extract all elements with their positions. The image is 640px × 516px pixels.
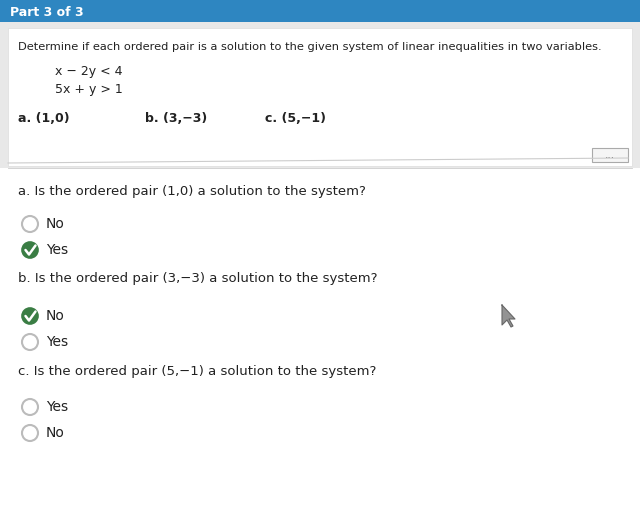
Bar (0, 0, 640, 22)
Text: Part 3 of 3: Part 3 of 3 (10, 7, 84, 20)
Polygon shape (502, 305, 515, 327)
Text: a. Is the ordered pair (1,0) a solution to the system?: a. Is the ordered pair (1,0) a solution … (18, 185, 366, 198)
Text: b. Is the ordered pair (3,−3) a solution to the system?: b. Is the ordered pair (3,−3) a solution… (18, 272, 378, 285)
Text: c. (5,−1): c. (5,−1) (265, 112, 326, 125)
Text: c. Is the ordered pair (5,−1) a solution to the system?: c. Is the ordered pair (5,−1) a solution… (18, 365, 376, 378)
Text: 5x + y > 1: 5x + y > 1 (55, 83, 123, 96)
Text: b. (3,−3): b. (3,−3) (145, 112, 207, 125)
Text: a. (1,0): a. (1,0) (18, 112, 70, 125)
Text: Determine if each ordered pair is a solution to the given system of linear inequ: Determine if each ordered pair is a solu… (18, 42, 602, 52)
Text: x − 2y < 4: x − 2y < 4 (55, 65, 122, 78)
Text: Yes: Yes (46, 243, 68, 257)
Circle shape (22, 308, 38, 324)
Text: No: No (46, 309, 65, 323)
Text: No: No (46, 426, 65, 440)
Bar (0, 22, 640, 170)
Text: Yes: Yes (46, 400, 68, 414)
Text: ...: ... (605, 150, 615, 160)
Circle shape (22, 242, 38, 258)
Text: No: No (46, 217, 65, 231)
Bar (8, 28, 632, 166)
Bar (592, 148, 628, 162)
Bar (0, 168, 640, 516)
Text: Yes: Yes (46, 335, 68, 349)
